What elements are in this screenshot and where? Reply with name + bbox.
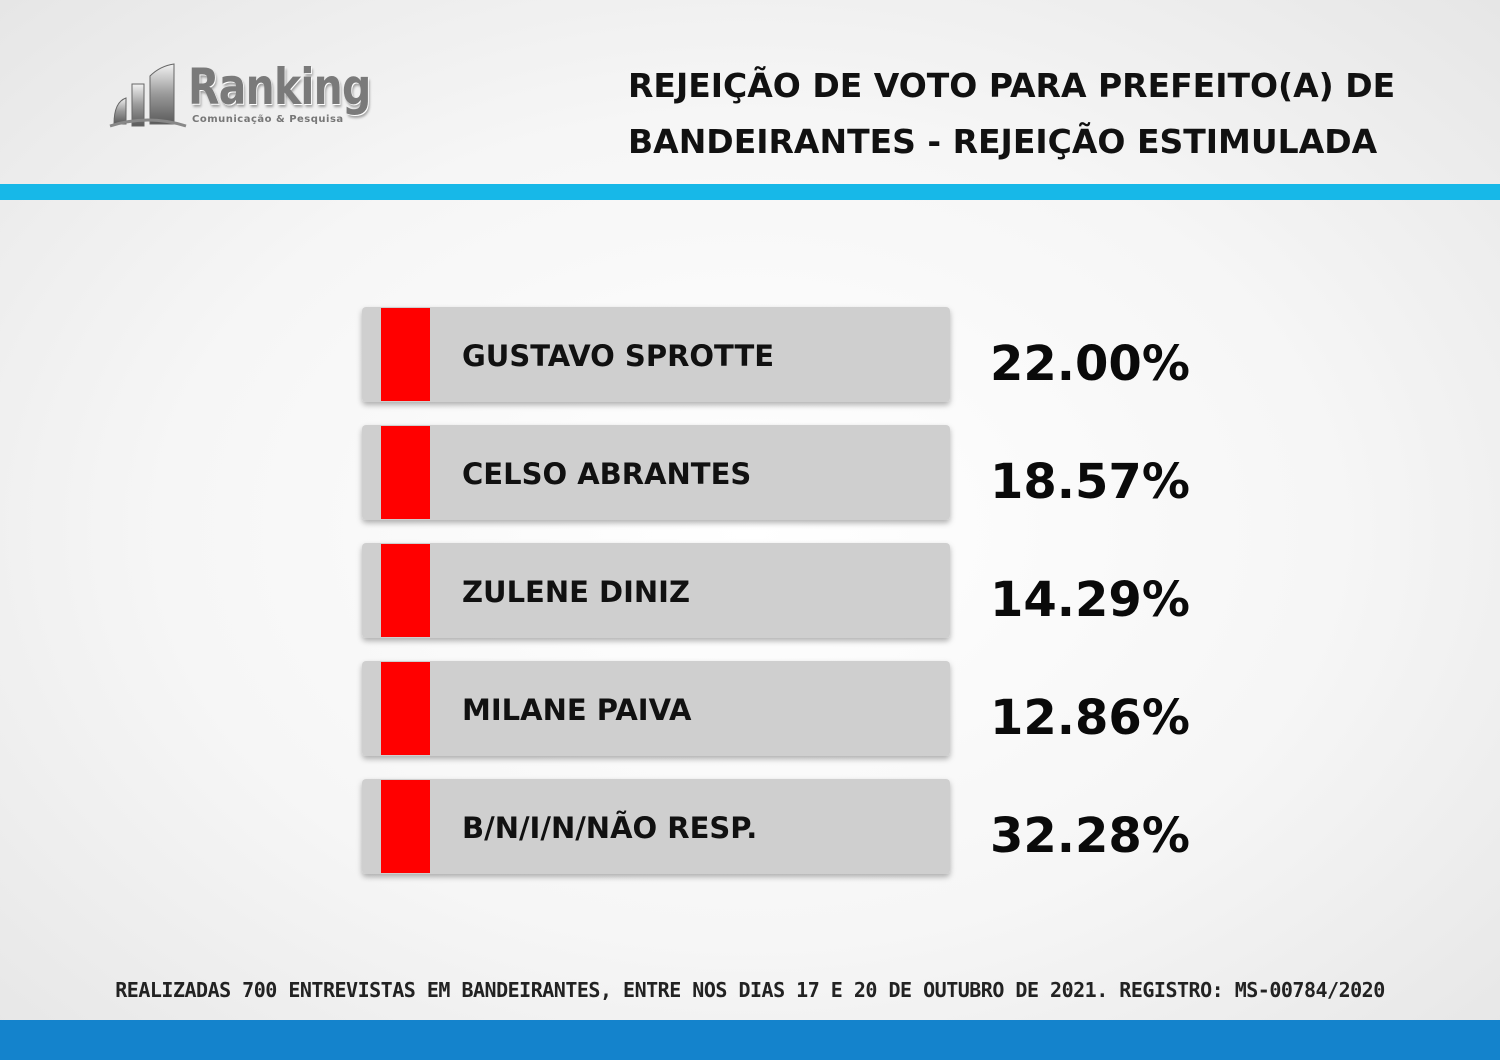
category-color-marker — [381, 780, 430, 873]
category-bar — [362, 543, 950, 638]
footer-band — [0, 1020, 1500, 1060]
brand-tagline: Comunicação & Pesquisa — [192, 114, 344, 125]
value-label: 32.28% — [990, 808, 1190, 864]
category-color-marker — [381, 426, 430, 519]
category-bar — [362, 425, 950, 520]
category-label: GUSTAVO SPROTTE — [462, 339, 774, 373]
value-label: 22.00% — [990, 336, 1190, 392]
brand-name: Ranking — [188, 58, 371, 116]
category-color-marker — [381, 544, 430, 637]
value-label: 12.86% — [990, 690, 1190, 746]
value-label: 18.57% — [990, 454, 1190, 510]
value-label: 14.29% — [990, 572, 1190, 628]
header-divider-band — [0, 184, 1500, 200]
category-bar — [362, 779, 950, 874]
category-label: ZULENE DINIZ — [462, 575, 690, 609]
survey-footnote: REALIZADAS 700 ENTREVISTAS EM BANDEIRANT… — [115, 978, 1385, 1002]
chart-row: B/N/I/N/NÃO RESP. 32.28% — [362, 779, 1190, 874]
page-title: REJEIÇÃO DE VOTO PARA PREFEITO(A) DE BAN… — [628, 58, 1468, 170]
category-bar — [362, 661, 950, 756]
category-bar — [362, 307, 950, 402]
title-line-1: REJEIÇÃO DE VOTO PARA PREFEITO(A) DE — [628, 66, 1396, 105]
chart-row: CELSO ABRANTES 18.57% — [362, 425, 1190, 520]
ranking-logo: Ranking Comunicação & Pesquisa — [108, 58, 378, 138]
category-label: MILANE PAIVA — [462, 693, 692, 727]
category-color-marker — [381, 662, 430, 755]
chart-row: ZULENE DINIZ 14.29% — [362, 543, 1190, 638]
chart-row: GUSTAVO SPROTTE 22.00% — [362, 307, 1190, 402]
chart-row: MILANE PAIVA 12.86% — [362, 661, 1190, 756]
category-color-marker — [381, 308, 430, 401]
title-line-2: BANDEIRANTES - REJEIÇÃO ESTIMULADA — [628, 122, 1378, 161]
category-label: CELSO ABRANTES — [462, 457, 751, 491]
chart-bars-logo-icon — [109, 63, 187, 128]
category-label: B/N/I/N/NÃO RESP. — [462, 811, 757, 845]
